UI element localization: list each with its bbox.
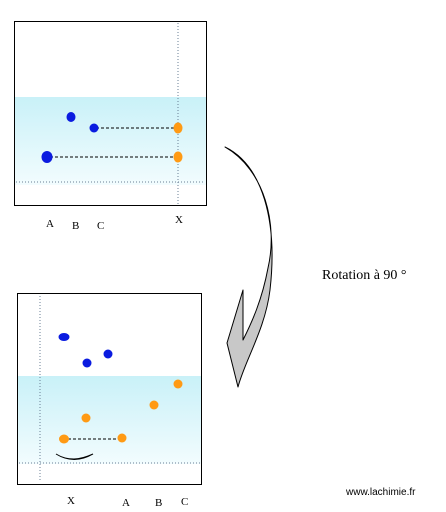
top-plate-frame [14,21,207,206]
top-spot-b [66,112,76,122]
bottom-spot-blue-3 [82,358,92,368]
credit-url: www.lachimie.fr [345,487,416,498]
top-spot-a [41,151,53,163]
rotation-label: Rotation à 90 ° [322,268,407,283]
top-plate-band [15,97,206,185]
bottom-spot-orange-a [117,433,127,443]
deposit-mark [55,453,94,460]
top-lane-label-x: X [175,214,183,226]
bottom-spot-orange-x-upper [81,413,91,423]
bottom-plate-frame [17,293,202,485]
rotation-arrow [224,146,273,388]
bottom-spot-blue-1 [58,333,70,341]
top-spot-x-upper [173,122,183,134]
top-spot-x-lower [173,151,183,163]
top-spot-c [89,123,99,133]
top-lane-label-c: C [97,220,104,232]
bottom-plate-band [18,376,201,464]
bottom-spot-orange-x-lower [59,434,69,444]
top-lane-label-a: A [46,218,54,230]
bottom-spot-orange-c [173,379,183,389]
top-lane-label-b: B [72,220,79,232]
bottom-lane-label-a: A [122,497,130,509]
bottom-spot-blue-2 [103,349,113,359]
bottom-spot-orange-b [149,400,159,410]
bottom-plate [17,293,202,485]
bottom-lane-label-x: X [67,495,75,507]
bottom-lane-label-b: B [155,497,162,509]
bottom-lane-label-c: C [181,496,188,508]
top-plate [14,21,207,206]
